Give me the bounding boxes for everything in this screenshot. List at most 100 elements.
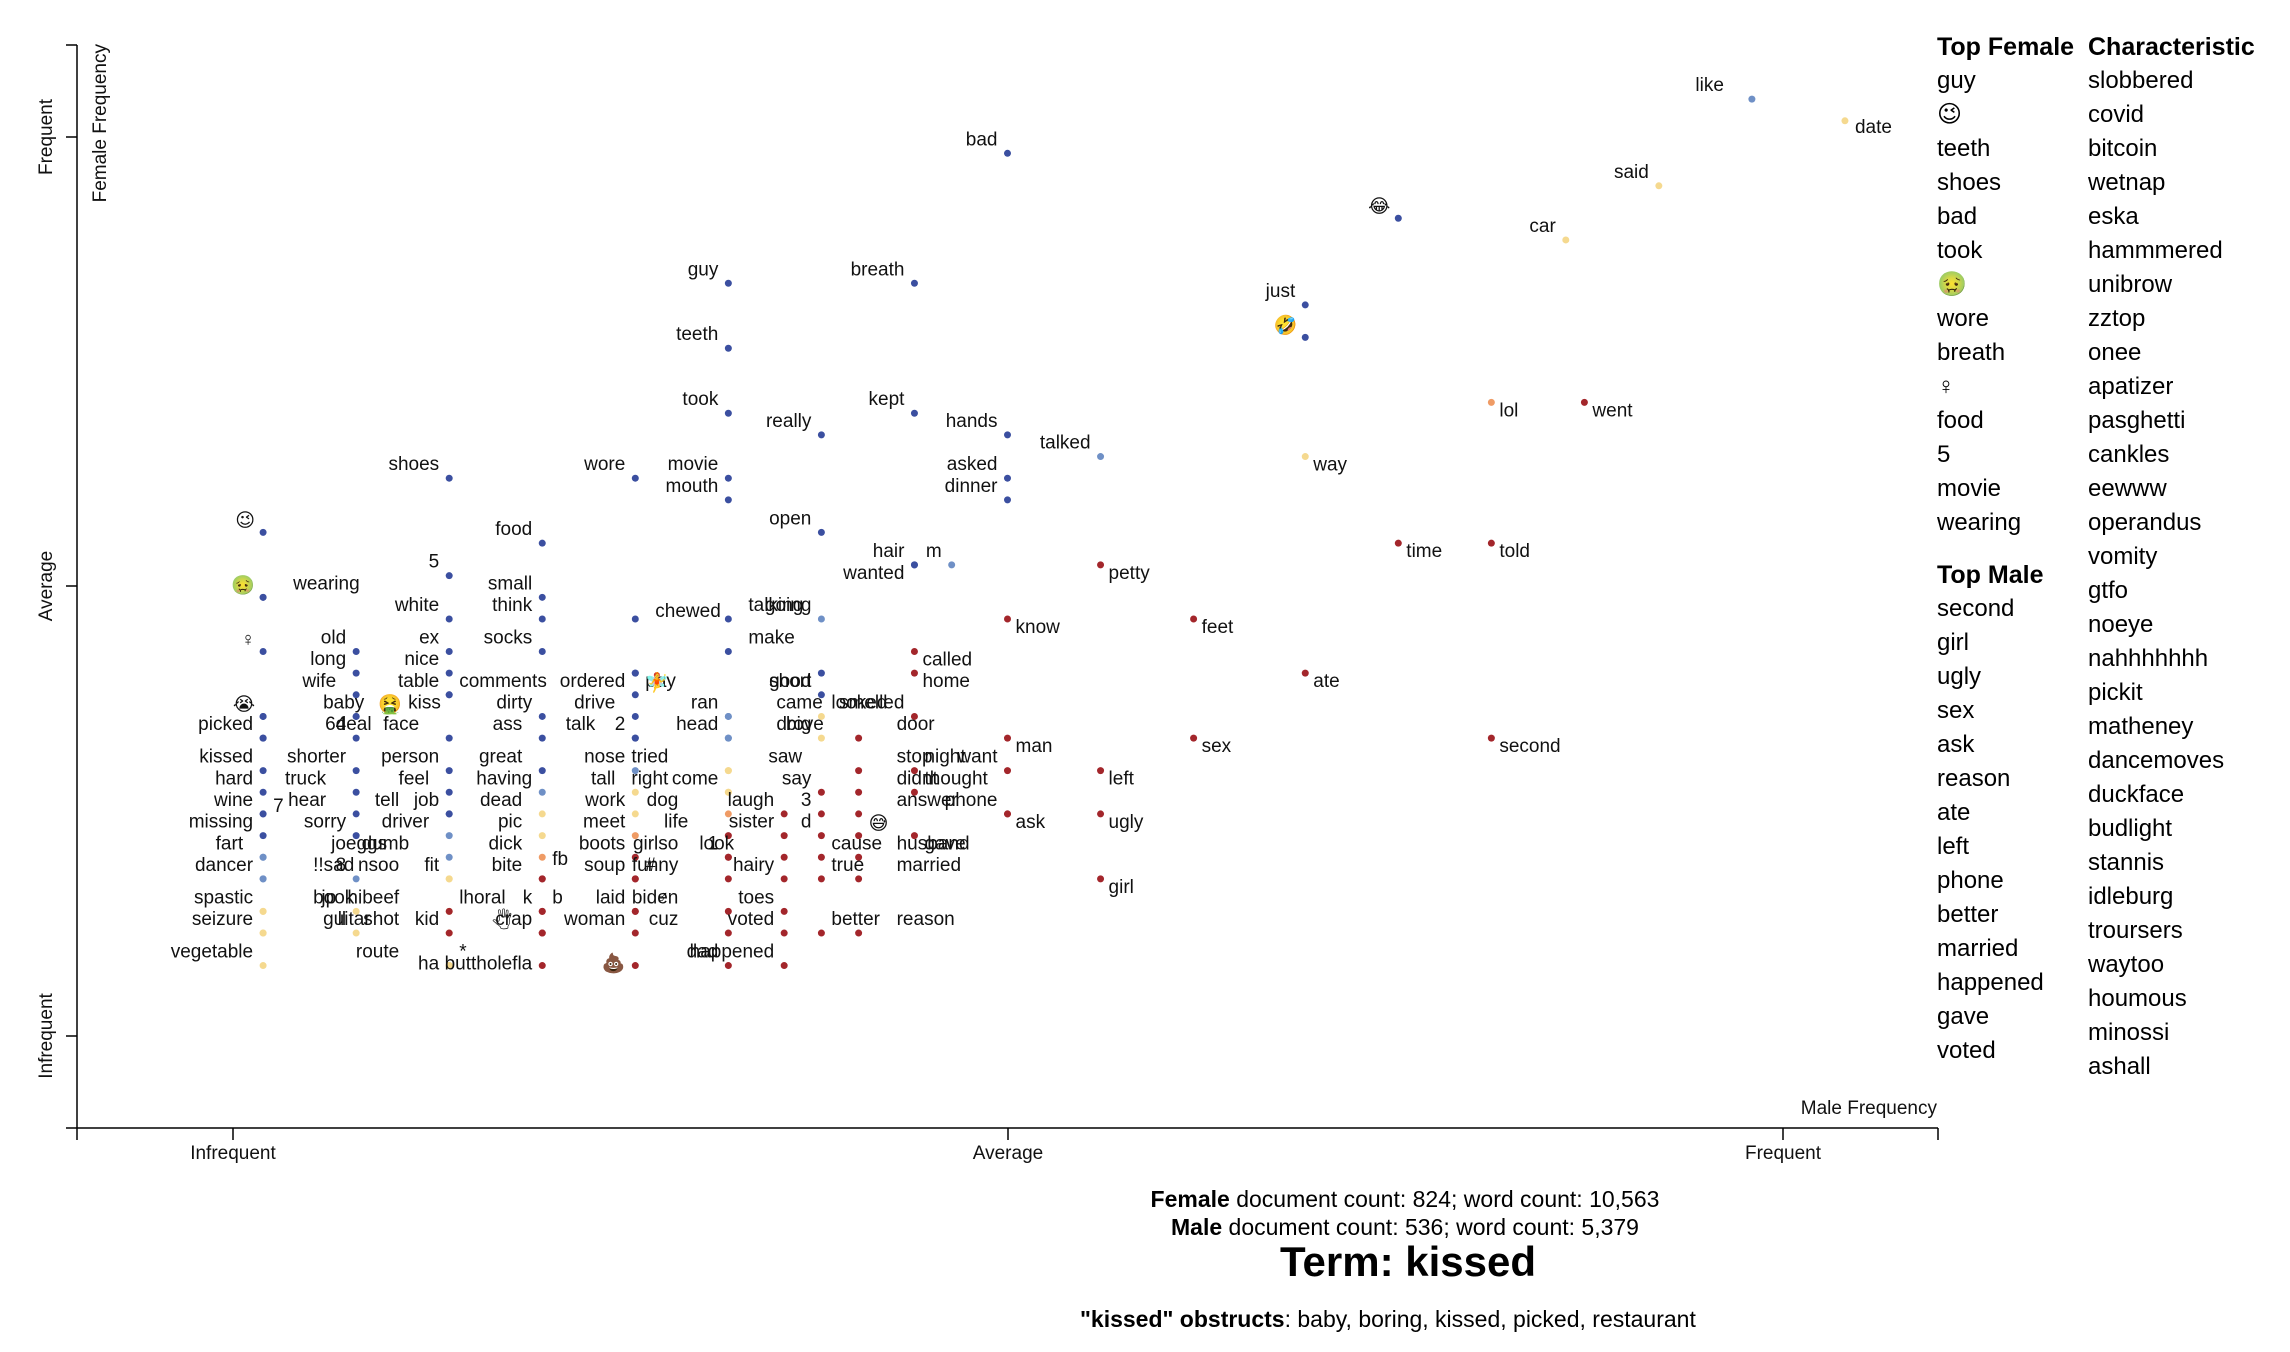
- point-label-40[interactable]: chewed: [655, 601, 721, 622]
- point-label-163[interactable]: laid: [596, 887, 626, 908]
- point-116[interactable]: [780, 810, 788, 818]
- point-label-142[interactable]: dancer: [195, 855, 254, 876]
- point-182[interactable]: [445, 962, 453, 970]
- point-label-145[interactable]: nsoo: [358, 855, 399, 876]
- point-179[interactable]: [259, 962, 267, 970]
- top-male-item[interactable]: gave: [1937, 1003, 1990, 1030]
- point-6[interactable]: [910, 279, 918, 287]
- point-66[interactable]: [352, 712, 360, 720]
- point-label-59[interactable]: table: [398, 671, 439, 692]
- point-label-152[interactable]: hairy: [733, 855, 775, 876]
- point-113[interactable]: [538, 810, 546, 818]
- point-143[interactable]: [259, 875, 267, 883]
- point-75[interactable]: [352, 734, 360, 742]
- point-105[interactable]: [817, 788, 825, 796]
- point-label-93[interactable]: saw: [768, 747, 802, 768]
- point-157[interactable]: [259, 907, 267, 915]
- point-114[interactable]: [631, 810, 639, 818]
- point-label-114[interactable]: work: [584, 790, 626, 811]
- point-label-111[interactable]: tell: [375, 790, 399, 811]
- point-label-37[interactable]: small: [488, 573, 532, 594]
- point-label-88[interactable]: shorter: [287, 747, 347, 768]
- point-106[interactable]: [855, 788, 863, 796]
- point-20[interactable]: [631, 474, 639, 482]
- point-171[interactable]: [445, 929, 453, 937]
- point-label-79[interactable]: 2: [615, 714, 626, 735]
- top-male-item[interactable]: phone: [1937, 867, 2004, 894]
- point-label-178[interactable]: reason: [897, 909, 955, 930]
- point-label-48[interactable]: socks: [484, 627, 533, 648]
- top-female-item[interactable]: wearing: [1937, 509, 2022, 536]
- point-77[interactable]: [538, 734, 546, 742]
- top-male-item[interactable]: married: [1937, 935, 2019, 962]
- point-31[interactable]: [948, 561, 956, 569]
- point-label-84[interactable]: man: [1016, 736, 1053, 757]
- point-label-167[interactable]: seizure: [192, 909, 253, 930]
- point-175[interactable]: [724, 929, 732, 937]
- point-90[interactable]: [538, 767, 546, 775]
- characteristic-item[interactable]: budlight: [2088, 815, 2173, 842]
- point-label-47[interactable]: ex: [419, 627, 440, 648]
- point-55[interactable]: [817, 669, 825, 677]
- point-127[interactable]: [724, 832, 732, 840]
- point-label-50[interactable]: called: [922, 649, 972, 670]
- point-label-12[interactable]: went: [1591, 400, 1633, 421]
- point-label-0[interactable]: like: [1695, 75, 1724, 96]
- point-label-165[interactable]: biden: [632, 887, 679, 908]
- point-label-136[interactable]: boots: [579, 833, 625, 854]
- point-155[interactable]: [1097, 875, 1105, 883]
- point-label-174[interactable]: woman: [563, 909, 625, 930]
- top-male-item[interactable]: sex: [1937, 697, 1975, 724]
- point-label-49[interactable]: make: [748, 627, 794, 648]
- point-label-180[interactable]: route: [356, 942, 399, 963]
- point-15[interactable]: [817, 431, 825, 439]
- characteristic-item[interactable]: duckface: [2088, 781, 2185, 808]
- top-male-item[interactable]: left: [1937, 833, 1970, 860]
- point-87[interactable]: [259, 767, 267, 775]
- point-48[interactable]: [538, 647, 546, 655]
- characteristic-item[interactable]: nahhhhhhh: [2088, 645, 2209, 672]
- point-label-102[interactable]: tall: [591, 768, 615, 789]
- point-165[interactable]: [724, 907, 732, 915]
- point-71[interactable]: [817, 712, 825, 720]
- point-99[interactable]: [352, 788, 360, 796]
- characteristic-item[interactable]: zztop: [2088, 305, 2146, 332]
- point-label-97[interactable]: left: [1109, 769, 1135, 790]
- point-label-70[interactable]: came: [776, 692, 822, 713]
- point-label-11[interactable]: lol: [1499, 400, 1518, 421]
- point-60[interactable]: [445, 691, 453, 699]
- point-29[interactable]: [1487, 539, 1495, 547]
- top-female-item[interactable]: teeth: [1937, 135, 1991, 162]
- point-67[interactable]: [538, 712, 546, 720]
- point-label-21[interactable]: movie: [668, 454, 719, 475]
- point-label-76[interactable]: face: [383, 714, 419, 735]
- point-label-35[interactable]: 🤢: [231, 574, 255, 596]
- point-130[interactable]: [855, 832, 863, 840]
- point-138[interactable]: [724, 853, 732, 861]
- point-91[interactable]: [631, 767, 639, 775]
- characteristic-item[interactable]: pickit: [2088, 679, 2143, 706]
- point-43[interactable]: [1004, 615, 1011, 623]
- point-label-99[interactable]: truck: [285, 768, 327, 789]
- point-label-168[interactable]: guitar: [323, 909, 371, 930]
- point-101[interactable]: [538, 788, 546, 796]
- characteristic-item[interactable]: matheney: [2088, 713, 2194, 740]
- top-male-item[interactable]: ask: [1937, 731, 1975, 758]
- point-label-179[interactable]: vegetable: [171, 942, 253, 963]
- point-17[interactable]: [1097, 453, 1105, 461]
- point-label-157[interactable]: book: [313, 887, 355, 908]
- point-64[interactable]: [259, 712, 267, 720]
- point-label-149[interactable]: soup: [584, 855, 625, 876]
- point-label-101[interactable]: having: [476, 768, 532, 789]
- point-label-147[interactable]: bite: [492, 855, 523, 876]
- point-label-33[interactable]: petty: [1109, 563, 1151, 584]
- point-label-44[interactable]: feet: [1202, 617, 1234, 638]
- characteristic-item[interactable]: eewww: [2088, 475, 2167, 502]
- point-label-45[interactable]: ♀: [241, 629, 255, 650]
- characteristic-item[interactable]: noeye: [2088, 611, 2154, 638]
- point-label-32[interactable]: wanted: [842, 563, 904, 584]
- point-186[interactable]: [780, 962, 788, 970]
- point-128[interactable]: [780, 832, 788, 840]
- point-label-14[interactable]: kept: [869, 389, 906, 410]
- point-61[interactable]: [631, 691, 639, 699]
